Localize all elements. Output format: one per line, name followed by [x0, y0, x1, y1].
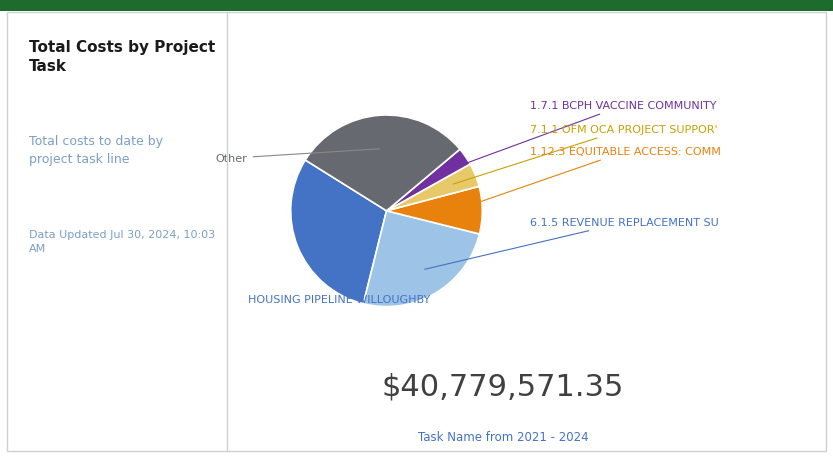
Wedge shape — [387, 187, 482, 235]
Text: Other: Other — [216, 150, 379, 164]
Text: Task Name from 2021 - 2024: Task Name from 2021 - 2024 — [418, 430, 588, 443]
Wedge shape — [363, 211, 480, 307]
Text: Total costs to date by
project task line: Total costs to date by project task line — [29, 134, 163, 165]
Wedge shape — [387, 165, 479, 211]
Text: 6.1.5 REVENUE REPLACEMENT SU: 6.1.5 REVENUE REPLACEMENT SU — [425, 218, 719, 270]
Wedge shape — [305, 116, 460, 211]
Text: 1.12.3 EQUITABLE ACCESS: COMM: 1.12.3 EQUITABLE ACCESS: COMM — [458, 147, 721, 210]
Text: Total Costs by Project
Task: Total Costs by Project Task — [29, 39, 216, 74]
Text: Data Updated Jul 30, 2024, 10:03
AM: Data Updated Jul 30, 2024, 10:03 AM — [29, 230, 215, 253]
Text: 1.7.1 BCPH VACCINE COMMUNITY: 1.7.1 BCPH VACCINE COMMUNITY — [446, 101, 716, 171]
Wedge shape — [291, 161, 387, 304]
Text: $40,779,571.35: $40,779,571.35 — [382, 372, 624, 401]
Wedge shape — [387, 150, 470, 211]
Text: HOUSING PIPELINE WILLOUGHBY: HOUSING PIPELINE WILLOUGHBY — [247, 240, 430, 304]
Text: 7.1.1 OFM OCA PROJECT SUPPOR': 7.1.1 OFM OCA PROJECT SUPPOR' — [453, 125, 718, 185]
